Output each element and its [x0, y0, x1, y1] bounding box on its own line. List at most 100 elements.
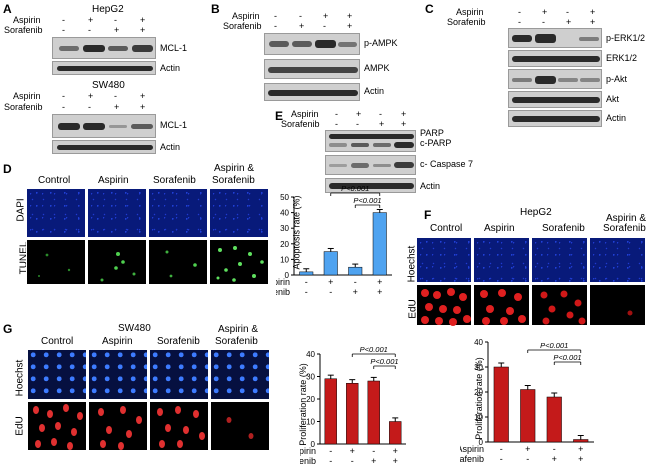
e-cparp-label: c-PARP [420, 138, 452, 148]
e-caspase7-label: c- Caspase 7 [420, 159, 474, 169]
d-dapi-sorafenib [148, 188, 208, 238]
aspirin-sign: + [377, 277, 382, 287]
f-hoechst-control [416, 237, 472, 283]
c-sor-3: + [590, 17, 596, 27]
b-aspirin-label: Aspirin [232, 11, 260, 21]
y-tick-label: 10 [280, 255, 289, 264]
sorafenib-sign: - [500, 454, 503, 464]
g-col-sorafenib: Sorafenib [157, 336, 200, 347]
e-aspirin-label: Aspirin [291, 109, 319, 119]
y-tick-label: 40 [474, 338, 483, 347]
g-col-control: Control [41, 336, 74, 347]
d-dapi-aspirin [87, 188, 147, 238]
e-actin-label: Actin [420, 181, 441, 191]
e-parp-blot [325, 130, 416, 152]
d-col-control: Control [38, 175, 71, 186]
b-asp-1: - [299, 11, 302, 21]
c-sor-2: + [566, 17, 572, 27]
a1-sor-1: - [88, 25, 91, 35]
a1-asp-3: + [140, 15, 146, 25]
a1-asp-0: - [62, 15, 65, 25]
d-dapi-control [26, 188, 86, 238]
b-sor-2: - [323, 21, 326, 31]
a-hepg2-title: HepG2 [92, 4, 124, 15]
c-asp-1: + [542, 7, 548, 17]
f-col-combo2: Sorafenib [603, 223, 646, 234]
g-hoechst-combo [210, 349, 270, 400]
d-tunel-control [26, 239, 86, 285]
b-pampk-label: p-AMPK [364, 38, 398, 48]
e-sor-3: + [401, 119, 407, 129]
f-edu-aspirin [473, 284, 530, 326]
bar [323, 251, 338, 276]
y-tick-label: 10 [306, 418, 315, 427]
p-value-label: P<0.001 [540, 341, 568, 350]
sorafenib-sign: - [329, 287, 332, 297]
b-sorafenib-label: Sorafenib [223, 21, 262, 31]
g-ylabel: Proliferation rate (%) [297, 363, 308, 446]
e-asp-2: - [379, 109, 382, 119]
sorafenib-row-label: Sorafenib [300, 456, 316, 466]
g-proliferation-chart: 010203040--+--+++AspirinSorafenibP<0.001… [300, 345, 406, 466]
g-col-combo2: Sorafenib [215, 336, 258, 347]
f-col-combo1: Aspirin & [606, 213, 647, 224]
aspirin-sign: - [305, 277, 308, 287]
aspirin-sign: - [553, 444, 556, 454]
aspirin-sign: + [525, 444, 530, 454]
f-col-sorafenib: Sorafenib [542, 223, 585, 234]
a1-mcl1-blot [52, 37, 156, 59]
aspirin-row-label: Aspirin [276, 277, 290, 287]
y-tick-label: 20 [306, 395, 315, 404]
aspirin-sign: - [500, 444, 503, 454]
aspirin-sign: + [328, 277, 333, 287]
sorafenib-row-label: Sorafenib [276, 287, 290, 297]
y-tick-label: 20 [280, 240, 289, 249]
c-akt-blot [508, 91, 602, 108]
a2-asp-0: - [62, 91, 65, 101]
c-asp-0: - [518, 7, 521, 17]
e-sor-1: - [356, 119, 359, 129]
sorafenib-row-label: Sorafenib [460, 454, 484, 464]
a2-asp-3: + [140, 91, 146, 101]
sorafenib-sign: - [351, 456, 354, 466]
a1-actin-blot [52, 61, 156, 75]
e-sorafenib-label: Sorafenib [281, 119, 320, 129]
a1-asp-2: - [114, 15, 117, 25]
aspirin-sign: - [354, 277, 357, 287]
g-edu-combo [210, 401, 270, 451]
p-value-label: P<0.001 [370, 357, 398, 366]
f-col-aspirin: Aspirin [484, 223, 515, 234]
c-aspirin-label: Aspirin [456, 7, 484, 17]
f-proliferation-chart: 010203040--+--+++AspirinSorafenibP<0.001… [460, 338, 594, 464]
panel-e-label: E [275, 109, 284, 123]
y-tick-label: 50 [280, 193, 289, 202]
aspirin-sign: + [578, 444, 583, 454]
aspirin-row-label: Aspirin [460, 444, 484, 454]
a2-sor-3: + [140, 102, 146, 112]
sorafenib-sign: - [526, 454, 529, 464]
bar [573, 439, 589, 443]
c-akt-label: Akt [606, 94, 620, 104]
a1-asp-1: + [88, 15, 94, 25]
c-pakt-blot [508, 69, 602, 89]
bar [299, 271, 314, 276]
bar [389, 421, 402, 445]
e-parp-label: PARP [420, 128, 444, 138]
panel-g-label: G [3, 322, 13, 336]
c-erk-blot [508, 50, 602, 67]
d-ylabel: Apoptosis rate (%) [291, 195, 302, 270]
f-edu-combo [589, 284, 646, 326]
b-actin-label: Actin [364, 86, 385, 96]
a1-sorafenib-label: Sorafenib [4, 25, 43, 35]
a2-sor-2: + [114, 102, 120, 112]
y-tick-label: 30 [474, 363, 483, 372]
panel-b-label: B [211, 2, 220, 16]
sorafenib-sign: - [305, 287, 308, 297]
b-sor-1: + [299, 21, 305, 31]
d-tunel-sorafenib [148, 239, 208, 285]
e-actin-blot [325, 178, 416, 193]
bar [367, 380, 380, 445]
sorafenib-sign: + [371, 456, 376, 466]
aspirin-sign: - [372, 446, 375, 456]
sorafenib-sign: + [353, 287, 358, 297]
